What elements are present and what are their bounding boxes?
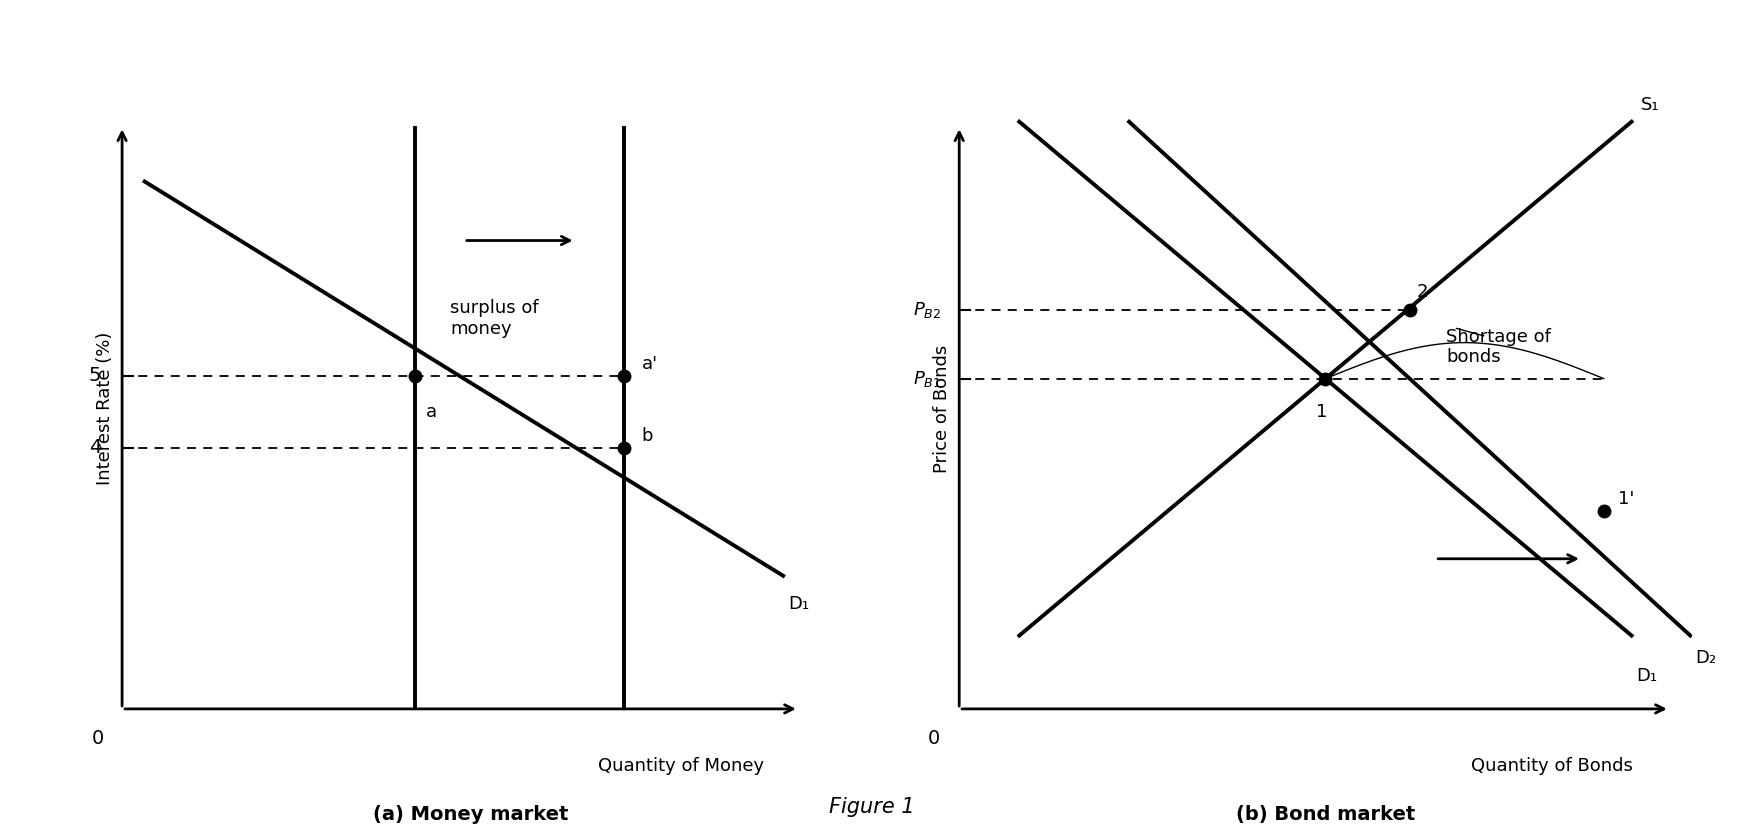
Text: 0: 0 bbox=[928, 730, 940, 748]
Text: a': a' bbox=[642, 354, 657, 373]
Text: surplus of
money: surplus of money bbox=[450, 299, 539, 338]
Text: Shortage of
bonds: Shortage of bonds bbox=[1446, 328, 1550, 366]
Text: 0: 0 bbox=[91, 730, 105, 748]
Text: 1: 1 bbox=[1317, 403, 1327, 420]
Y-axis label: Interest Rate (%): Interest Rate (%) bbox=[96, 332, 113, 485]
Text: D₁: D₁ bbox=[1636, 667, 1659, 685]
Text: $P_{B2}$: $P_{B2}$ bbox=[912, 299, 942, 319]
Text: 5: 5 bbox=[89, 366, 101, 385]
Text: (a) Money market: (a) Money market bbox=[373, 805, 569, 824]
Text: 1': 1' bbox=[1618, 490, 1634, 508]
Text: 2: 2 bbox=[1416, 283, 1428, 300]
Text: Quantity of Money: Quantity of Money bbox=[598, 757, 764, 775]
Text: a: a bbox=[426, 403, 436, 420]
Text: $P_{B1}$: $P_{B1}$ bbox=[912, 369, 942, 389]
Text: Figure 1: Figure 1 bbox=[828, 797, 916, 817]
Y-axis label: Price of Bonds: Price of Bonds bbox=[933, 344, 950, 473]
Text: Quantity of Bonds: Quantity of Bonds bbox=[1472, 757, 1632, 775]
Text: D₂: D₂ bbox=[1695, 649, 1716, 667]
Text: (b) Bond market: (b) Bond market bbox=[1236, 805, 1414, 824]
Text: b: b bbox=[642, 427, 654, 445]
Text: D₁: D₁ bbox=[788, 595, 809, 613]
Text: 4: 4 bbox=[89, 438, 101, 457]
Text: S₁: S₁ bbox=[1641, 97, 1659, 114]
